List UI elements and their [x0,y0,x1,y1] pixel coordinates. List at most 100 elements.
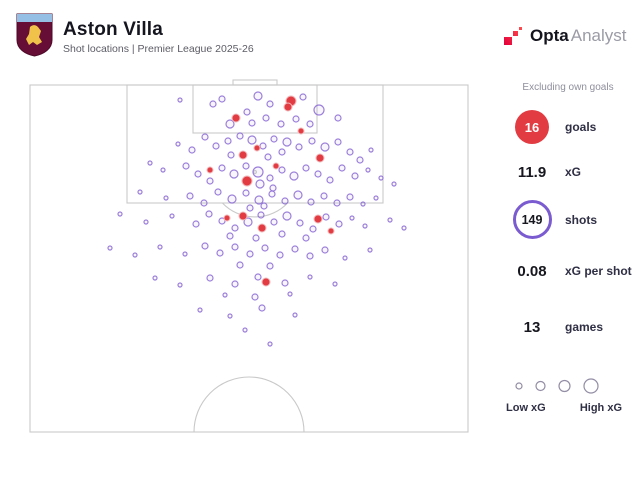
shot-marker [289,171,299,181]
opta-logo-icon [504,27,522,45]
shot-marker [338,164,346,172]
penalty-arc [222,202,288,218]
goal-marker [257,223,267,233]
shot-marker [326,176,334,184]
shot-marker [270,135,278,143]
shot-marker [346,193,354,201]
shot-marker [225,119,235,129]
goal-marker [313,214,323,224]
shot-marker [268,190,276,198]
shot-marker [231,224,239,232]
xg-value: 11.9 [517,163,547,181]
shot-marker [209,100,217,108]
xg-per-shot-value: 0.08 [517,262,547,280]
goal-marker [315,153,325,163]
shot-marker [194,170,202,178]
shot-marker [222,292,228,298]
shot-marker [333,199,341,207]
shot-marker [391,181,397,187]
shot-marker [291,245,299,253]
shot-marker [247,135,257,145]
aston-villa-crest-icon [16,13,53,57]
legend-size-circle [535,380,546,392]
shot-marker [292,115,300,123]
goal-marker [206,166,214,174]
shot-marker [192,220,200,228]
shot-marker [252,166,264,178]
shot-marker [332,281,338,287]
shot-marker [218,164,226,172]
shot-marker [137,189,143,195]
stat-row-xg: 11.9 xG [505,163,640,181]
shot-marker [260,202,268,210]
shot-marker [314,170,322,178]
shot-marker [257,211,265,219]
xg-label: xG [565,165,582,179]
shot-marker [321,246,329,254]
stat-row-games: 13 games [505,318,640,336]
goals-label: goals [565,120,597,134]
shot-marker [163,195,169,201]
shot-marker [342,255,348,261]
shot-marker [378,175,384,181]
shot-marker [160,167,166,173]
shot-marker [227,313,233,319]
shot-marker [401,225,407,231]
shot-marker [295,143,303,151]
shot-marker [107,245,113,251]
shot-marker [177,97,183,103]
page-subtitle: Shot locations | Premier League 2025-26 [63,43,254,55]
shot-marker [197,307,203,313]
shot-marker [182,251,188,257]
shot-marker [351,172,359,180]
shot-marker [231,280,239,288]
shot-marker [334,138,342,146]
shot-marker [287,291,293,297]
shot-marker [320,142,330,152]
shot-marker [143,219,149,225]
legend-labels: Low xG High xG [506,402,622,414]
shot-marker [236,261,244,269]
shot-marker [253,91,263,101]
shot-marker [201,133,209,141]
shot-marker [322,213,330,221]
shot-marker [309,225,317,233]
goal-marker [297,127,305,135]
shot-marker [306,252,314,260]
shot-marker [243,108,251,116]
stat-row-xg-per-shot: 0.08 xG per shot [505,262,640,280]
shot-marker [175,141,181,147]
shot-marker [269,184,277,192]
shot-marker [267,341,273,347]
opta-analyst-logo: Opta Analyst [503,26,626,46]
legend-size-circle [583,378,599,394]
shot-marker [201,242,209,250]
shot-marker [296,219,304,227]
goal-marker [241,175,253,187]
brand-suffix: Analyst [570,26,627,45]
goal-frame [232,79,278,86]
shot-marker [248,119,256,127]
six-yard-box [192,84,318,134]
shot-marker [266,174,274,182]
shot-marker [243,217,253,227]
shot-marker [278,148,286,156]
shot-marker [373,195,379,201]
shot-marker [242,327,248,333]
shot-marker [299,93,307,101]
shot-marker [227,194,237,204]
shot-marker [231,243,239,251]
shot-marker [188,146,196,154]
shot-marker [246,204,254,212]
shot-marker [227,151,235,159]
shot-marker [205,210,213,218]
centre-circle-arc [193,376,305,433]
shot-marker [302,234,310,242]
shot-marker [252,234,260,242]
shot-marker [306,120,314,128]
goal-marker [238,211,248,221]
shots-layer [107,91,407,347]
shot-marker [258,304,266,312]
